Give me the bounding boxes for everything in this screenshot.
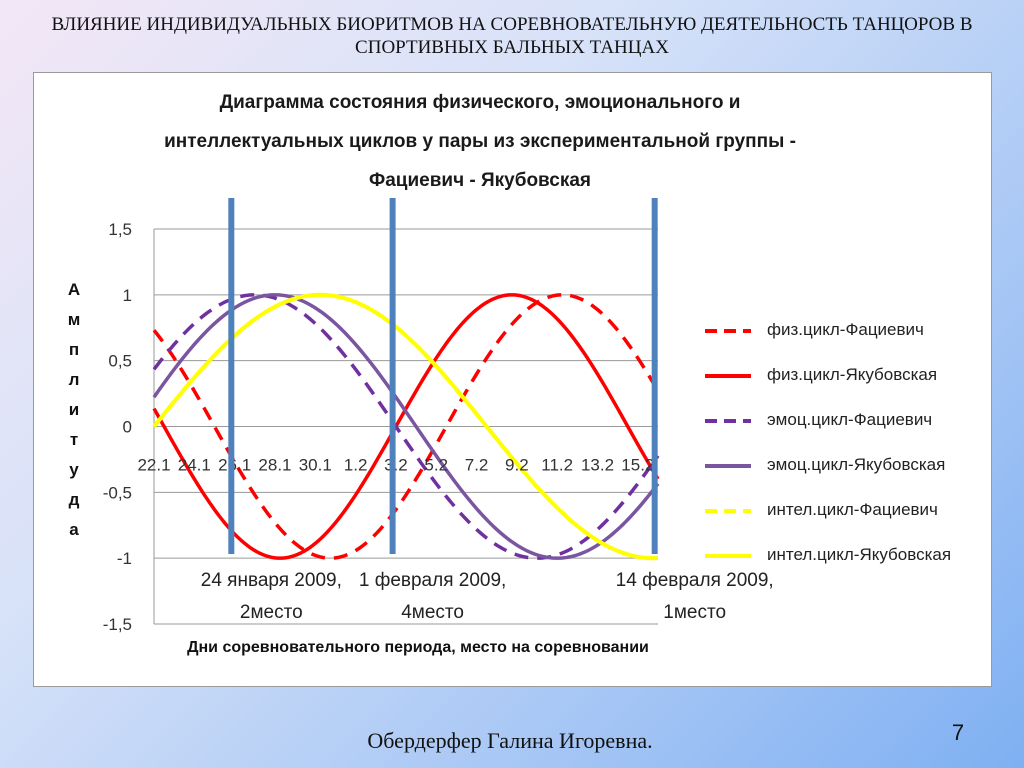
competition-marker <box>228 198 235 554</box>
y-tick-label: 0,5 <box>108 352 132 371</box>
x-tick-label: 28.1 <box>258 456 291 475</box>
x-tick-label: 30.1 <box>299 456 332 475</box>
series-line-6 <box>152 292 659 561</box>
legend-swatch <box>705 554 751 558</box>
chart-title-line-2: интеллектуальных циклов у пары из экспер… <box>164 131 796 152</box>
x-tick-label: 5.2 <box>424 456 448 475</box>
x-tick-label: 3.2 <box>384 456 408 475</box>
series-line-2 <box>152 293 660 560</box>
marker-date-label: 24 января 2009, <box>201 570 342 591</box>
legend-swatch <box>705 374 751 378</box>
series-line-1 <box>152 293 660 560</box>
legend-label: физ.цикл-Фациевич <box>767 320 924 339</box>
x-tick-label: 22.1 <box>137 456 170 475</box>
legend-swatch <box>705 419 751 423</box>
x-tick-label: 11.2 <box>541 456 573 475</box>
y-tick-label: 1,5 <box>108 220 132 239</box>
x-tick-label: 7.2 <box>465 456 489 475</box>
y-axis-label-letter: д <box>68 490 80 509</box>
legend-label: физ.цикл-Якубовская <box>767 365 938 384</box>
legend-swatch <box>705 509 751 513</box>
legend-label: интел.цикл-Фациевич <box>767 500 938 519</box>
legend-item: физ.цикл-Якубовская <box>705 365 995 410</box>
chart-title-line-3: Фациевич - Якубовская <box>369 170 591 191</box>
legend-label: эмоц.цикл-Фациевич <box>767 410 933 429</box>
legend-label: интел.цикл-Якубовская <box>767 545 952 564</box>
legend-swatch <box>705 329 751 333</box>
chart-legend: физ.цикл-Фациевич физ.цикл-Якубовская эмоц… <box>705 320 995 590</box>
series-line-4 <box>152 293 660 560</box>
competition-marker <box>389 198 396 554</box>
x-axis-title: Дни соревновательного периода, место на … <box>187 639 649 656</box>
chart-title: Диаграмма состояния физического, эмоцион… <box>100 83 860 200</box>
marker-place-label: 2место <box>240 602 303 623</box>
slide-title: ВЛИЯНИЕ ИНДИВИДУАЛЬНЫХ БИОРИТМОВ НА СОРЕ… <box>51 14 973 58</box>
legend-item: эмоц.цикл-Якубовская <box>705 455 995 500</box>
y-tick-label: -0,5 <box>103 483 132 502</box>
page-number: 7 <box>951 720 965 745</box>
y-axis-label-letter: т <box>69 430 79 449</box>
y-axis-label-letter: л <box>68 370 80 389</box>
y-axis-label-letter: и <box>68 400 80 419</box>
legend-item: физ.цикл-Фациевич <box>705 320 995 365</box>
y-axis-label-letter: А <box>67 280 81 299</box>
y-tick-label: -1 <box>117 549 132 568</box>
y-tick-label: -1,5 <box>103 615 132 634</box>
legend-item: интел.цикл-Фациевич <box>705 500 995 545</box>
y-axis-label-letter: а <box>69 520 79 539</box>
y-tick-label: 0 <box>123 418 132 437</box>
x-tick-label: 15.2 <box>621 456 654 475</box>
y-tick-label: 1 <box>123 286 132 305</box>
x-tick-label: 9.2 <box>505 456 529 475</box>
y-axis-label-letter: у <box>69 460 79 479</box>
marker-place-label: 1место <box>663 602 726 623</box>
y-axis-label-letter: м <box>67 310 81 329</box>
series-line-3 <box>152 293 660 560</box>
x-tick-label: 1.2 <box>344 456 368 475</box>
marker-date-label: 1 февраля 2009, <box>359 570 506 591</box>
legend-label: эмоц.цикл-Якубовская <box>767 455 946 474</box>
author-footer: Обердерфер Галина Игоревна. <box>367 728 653 753</box>
x-tick-label: 13.2 <box>581 456 614 475</box>
x-tick-label: 26.1 <box>218 456 251 475</box>
y-axis-label-letter: п <box>68 340 80 359</box>
x-tick-label: 24.1 <box>178 456 211 475</box>
chart-title-line-1: Диаграмма состояния физического, эмоцион… <box>219 92 741 113</box>
marker-place-label: 4место <box>401 602 464 623</box>
marker-date-label: 14 февраля 2009, <box>616 570 774 591</box>
legend-item: эмоц.цикл-Фациевич <box>705 410 995 455</box>
legend-swatch <box>705 464 751 468</box>
legend-item: интел.цикл-Якубовская <box>705 545 995 590</box>
competition-marker <box>651 198 658 554</box>
